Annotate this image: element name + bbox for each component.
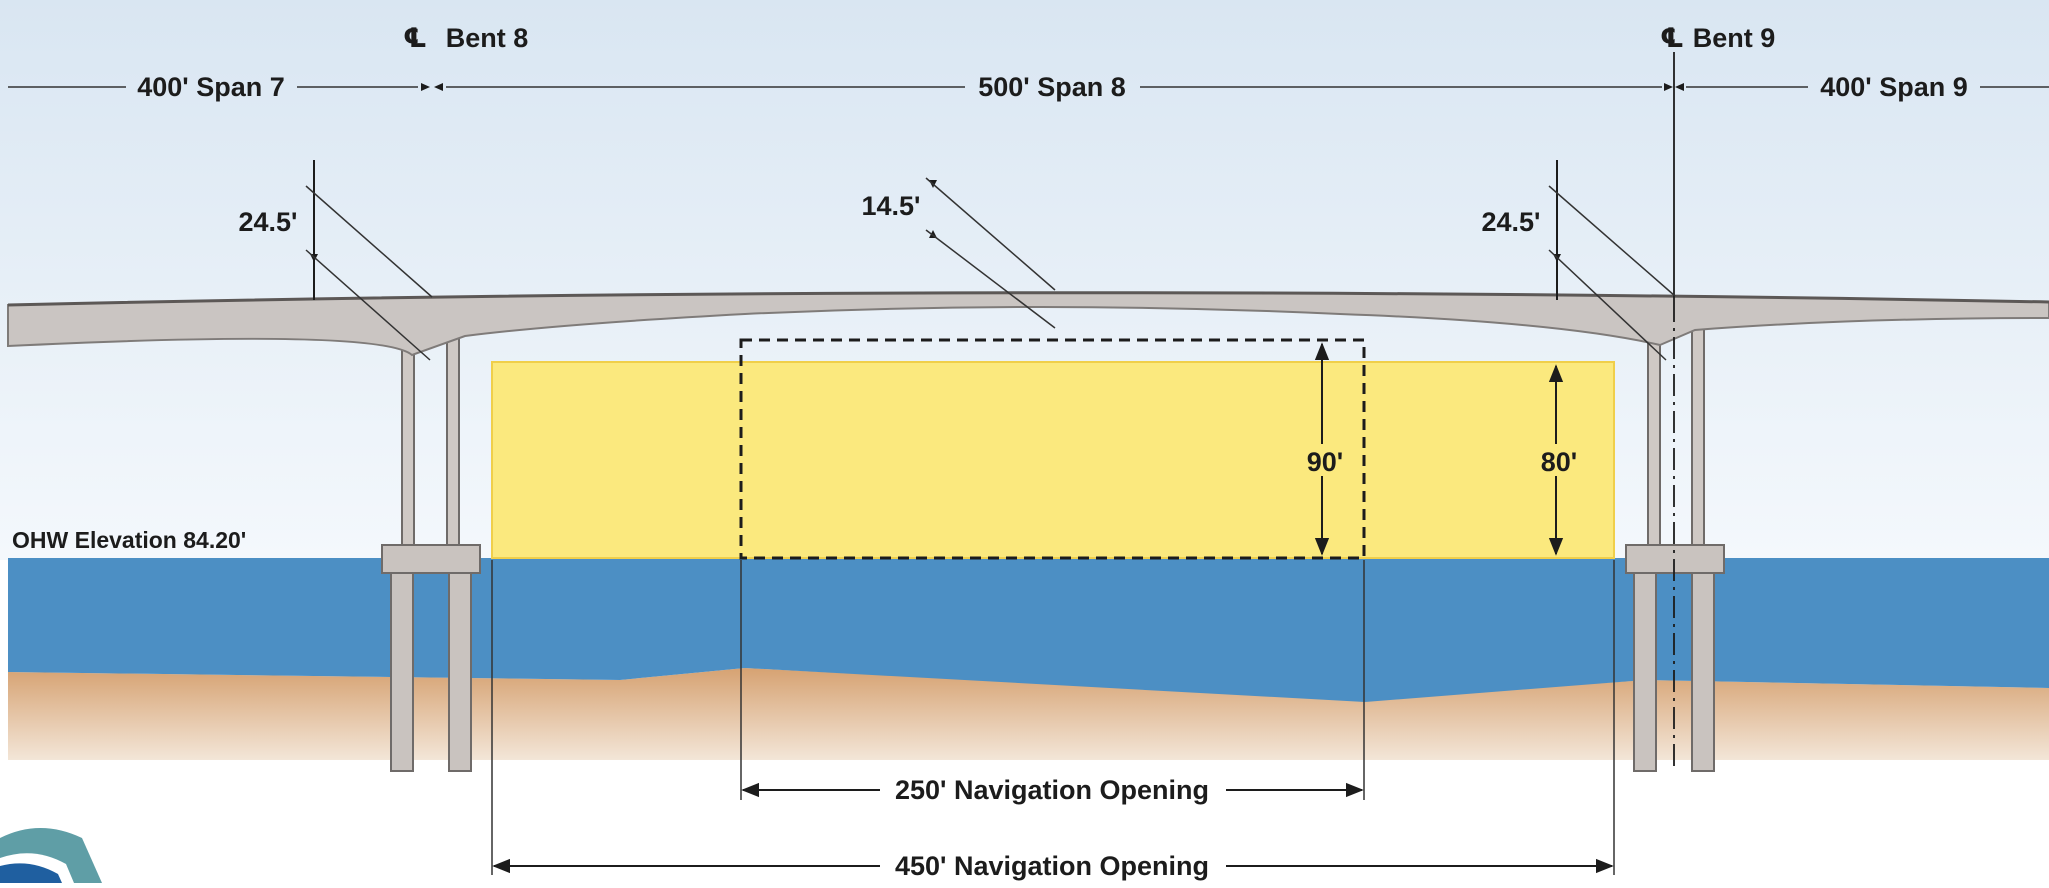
deck-top-edge <box>7 291 2049 307</box>
clearance-90-label-bg <box>1302 444 1342 476</box>
bent-9-label: Bent 9 <box>1693 23 1776 53</box>
depth-mid-label: 14.5' <box>862 191 921 221</box>
depth-dimension-left <box>305 160 433 361</box>
corner-logo-icon <box>0 828 102 883</box>
nav-opening-450-dimension <box>491 560 1615 875</box>
clearance-80-label-bg <box>1536 444 1576 476</box>
ohw-elevation-label: OHW Elevation 84.20' <box>12 527 246 553</box>
depth-right-label: 24.5' <box>1482 207 1541 237</box>
span-9-label: 400' Span 9 <box>1820 72 1968 102</box>
river-water <box>8 558 2049 702</box>
nav-opening-250-dimension <box>740 560 1365 800</box>
clearance-80-label: 80' <box>1541 447 1577 477</box>
clearance-90-label: 90' <box>1307 447 1343 477</box>
nav-opening-250-label: 250' Navigation Opening <box>895 775 1209 805</box>
pier-bent-9 <box>1625 314 1725 772</box>
depth-left-label: 24.5' <box>239 207 298 237</box>
bent-8-label: Bent 8 <box>446 23 529 53</box>
clearance-zone-450 <box>491 361 1615 559</box>
centerline-symbol-bent-8: ℄ <box>403 23 427 53</box>
navigation-channel-250 <box>739 338 1366 560</box>
depth-dimension-right <box>1548 160 1676 361</box>
riverbed-ground <box>8 668 2049 760</box>
span-7-label: 400' Span 7 <box>137 72 285 102</box>
centerline-symbol-bent-9: ℄ <box>1660 23 1684 53</box>
nav-opening-450-label: 450' Navigation Opening <box>895 851 1209 881</box>
span-8-label: 500' Span 8 <box>978 72 1126 102</box>
span-dimension-line <box>8 83 2049 91</box>
pier-bent-8 <box>381 309 481 772</box>
depth-dimension-mid <box>925 177 1056 329</box>
